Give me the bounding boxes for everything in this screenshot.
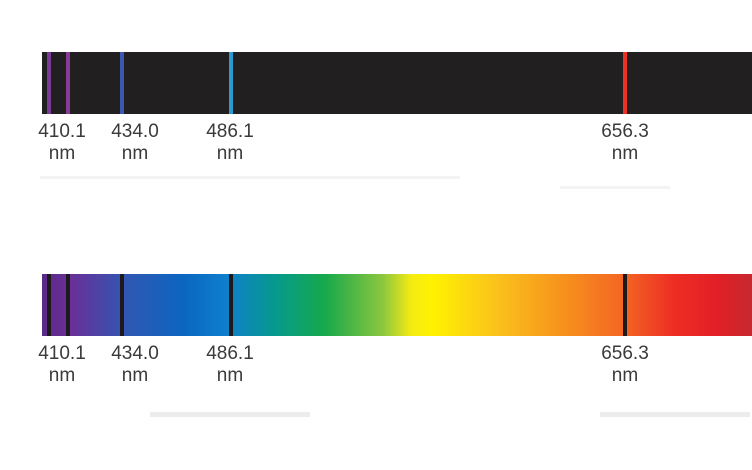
wavelength-value: 410.1: [38, 343, 86, 364]
wavelength-value: 434.0: [111, 343, 159, 364]
absorption-line-434-0: [120, 274, 124, 336]
wavelength-value: 656.3: [601, 121, 649, 142]
emission-spectrum-bar: [42, 52, 752, 114]
absorption-label-434-0: 434.0 nm: [100, 343, 170, 387]
wavelength-unit: nm: [216, 365, 244, 386]
wavelength-unit: nm: [611, 143, 639, 164]
absorption-line-656-3: [623, 274, 627, 336]
wavelength-value: 486.1: [206, 121, 254, 142]
absorption-spectrum-bar: [42, 274, 752, 336]
wavelength-value: 434.0: [111, 121, 159, 142]
emission-line-410-1-b: [66, 52, 70, 114]
absorption-line-486-1: [229, 274, 233, 336]
faint-artifact: [600, 412, 750, 417]
absorption-label-656-3: 656.3 nm: [590, 343, 660, 387]
emission-line-434-0: [120, 52, 124, 114]
emission-label-486-1: 486.1 nm: [195, 121, 265, 165]
faint-artifact: [560, 186, 670, 189]
emission-line-486-1: [229, 52, 233, 114]
emission-label-434-0: 434.0 nm: [100, 121, 170, 165]
wavelength-unit: nm: [216, 143, 244, 164]
wavelength-unit: nm: [611, 365, 639, 386]
emission-label-656-3: 656.3 nm: [590, 121, 660, 165]
emission-label-410-1: 410.1 nm: [27, 121, 97, 165]
absorption-line-410-1-b: [66, 274, 70, 336]
absorption-line-410-1: [47, 274, 51, 336]
wavelength-value: 486.1: [206, 343, 254, 364]
faint-artifact: [40, 176, 460, 179]
absorption-label-486-1: 486.1 nm: [195, 343, 265, 387]
wavelength-value: 656.3: [601, 343, 649, 364]
emission-line-410-1: [47, 52, 51, 114]
wavelength-unit: nm: [121, 143, 149, 164]
wavelength-unit: nm: [48, 365, 76, 386]
emission-line-656-3: [623, 52, 627, 114]
absorption-label-410-1: 410.1 nm: [27, 343, 97, 387]
wavelength-unit: nm: [48, 143, 76, 164]
wavelength-value: 410.1: [38, 121, 86, 142]
faint-artifact: [150, 412, 310, 417]
wavelength-unit: nm: [121, 365, 149, 386]
